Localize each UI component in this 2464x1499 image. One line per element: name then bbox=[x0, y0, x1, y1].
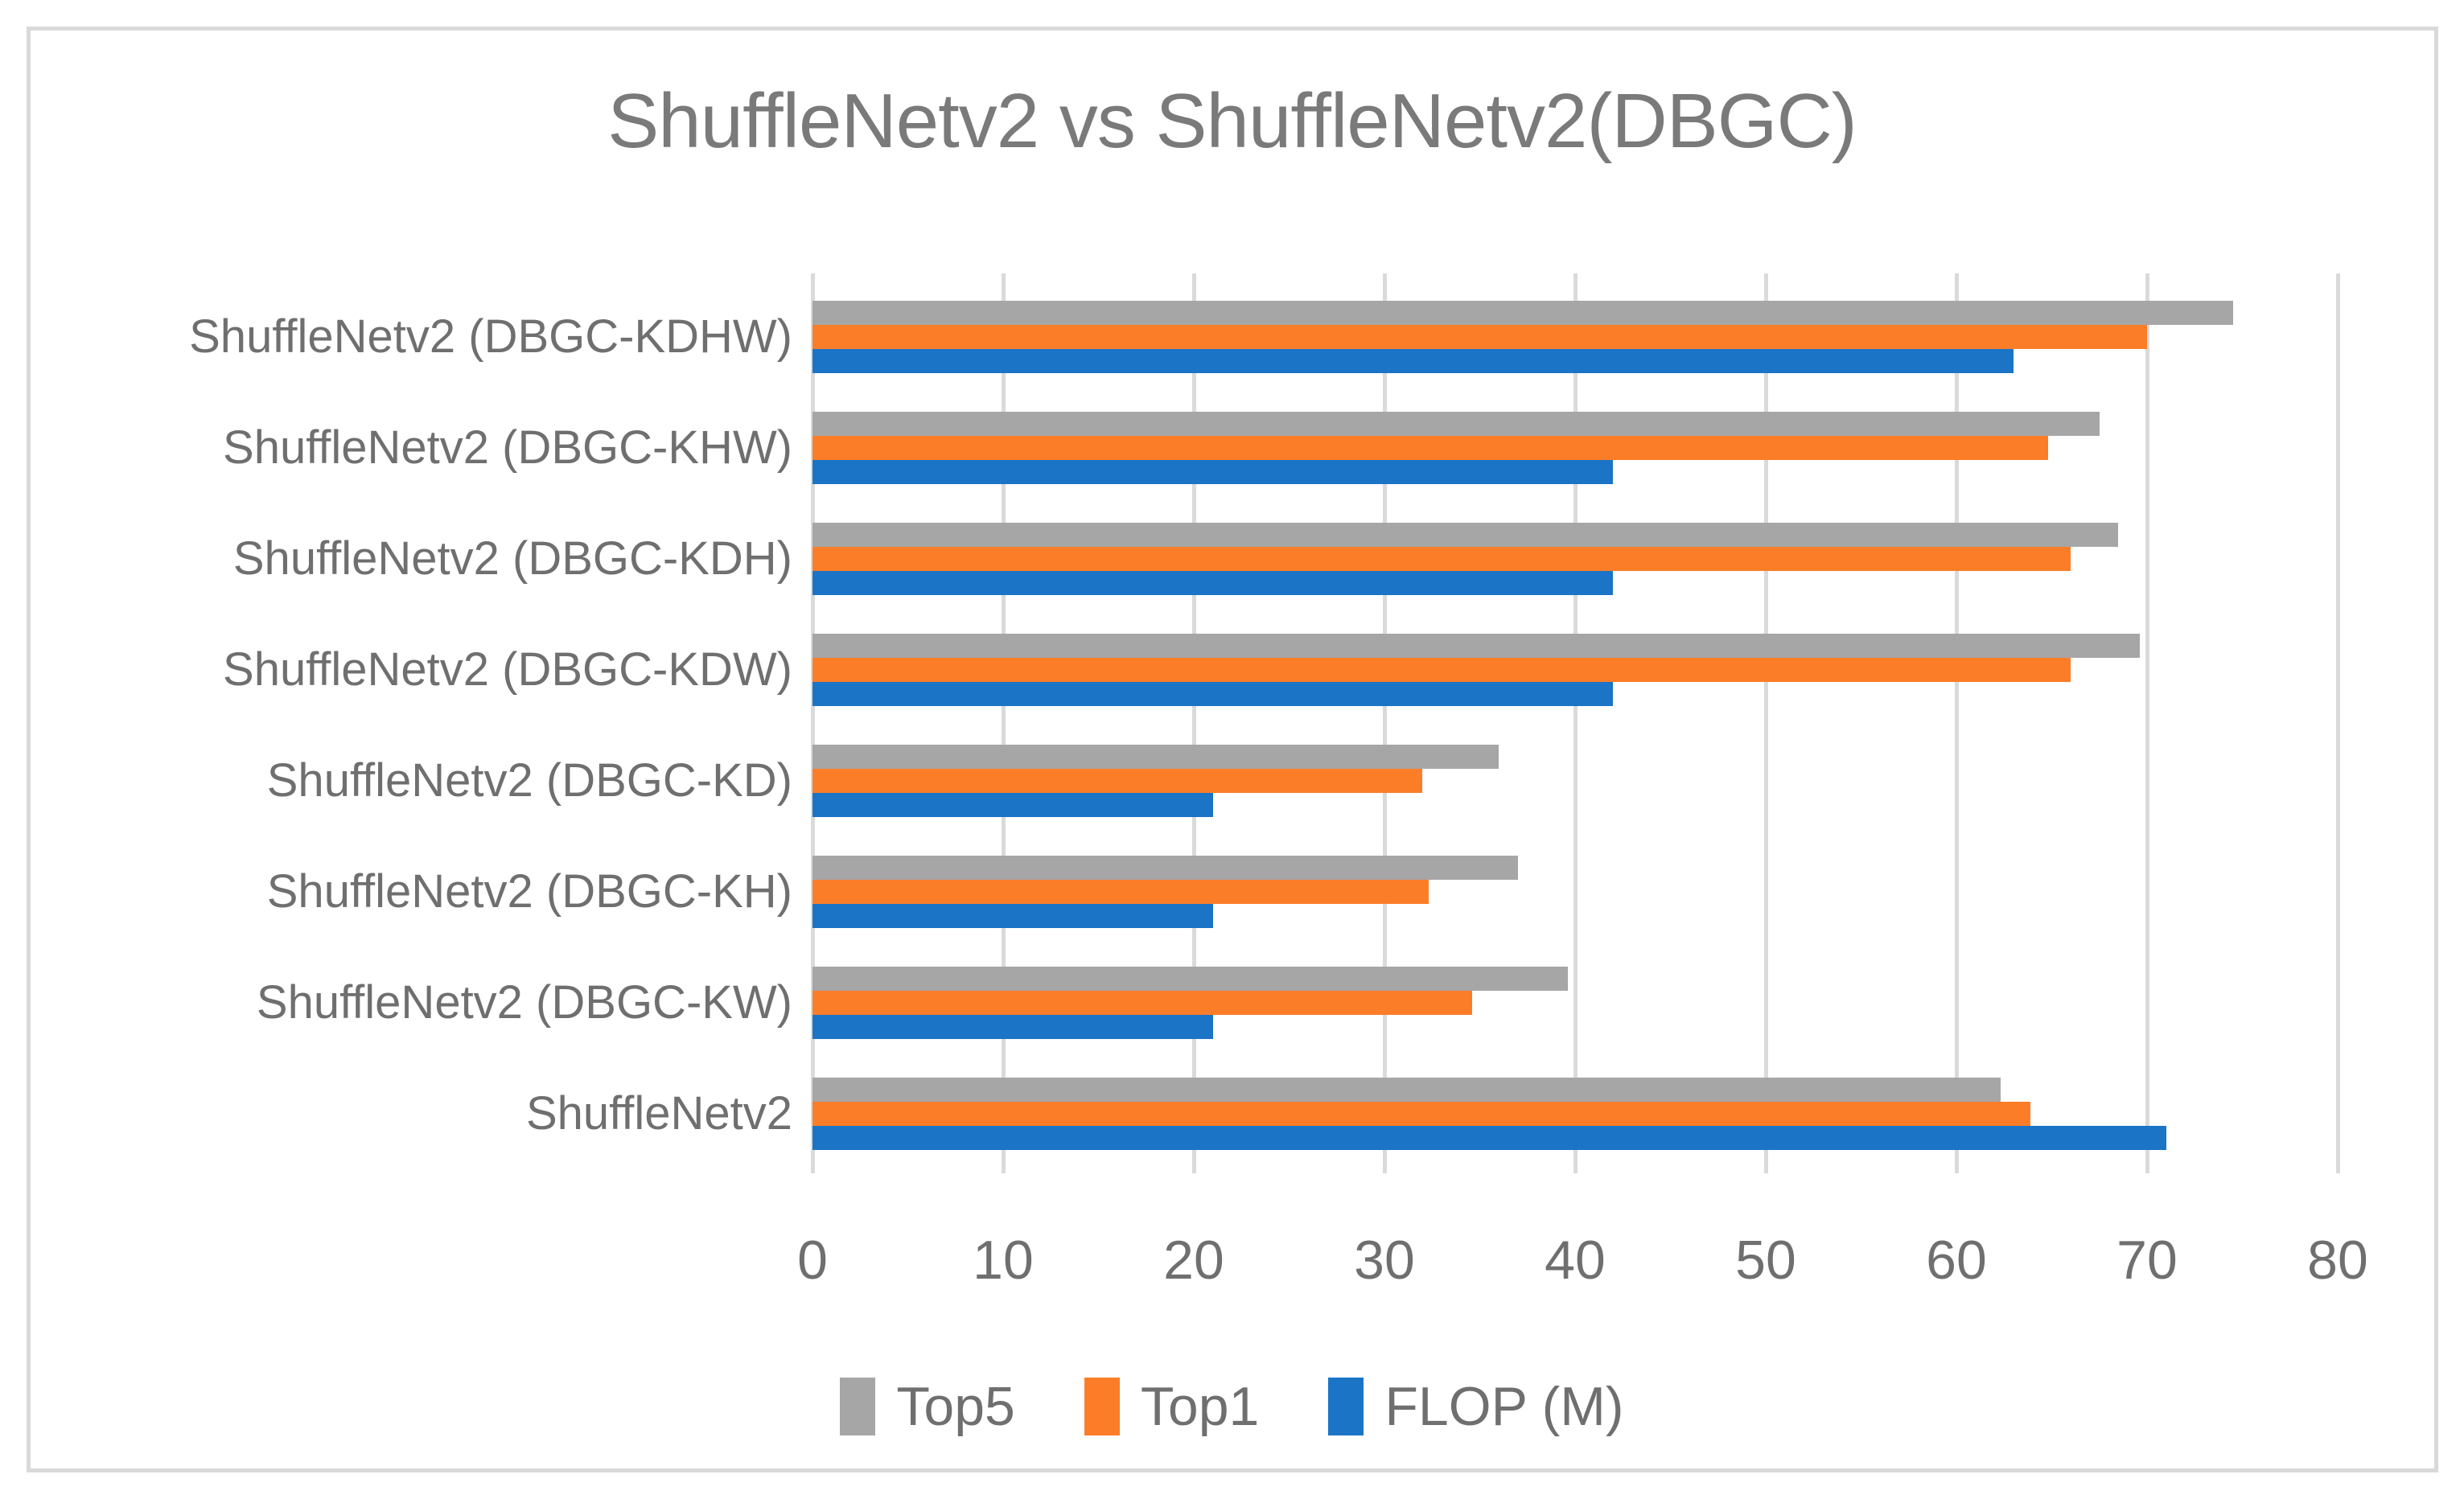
bar-flop-m bbox=[812, 904, 1213, 928]
bar-group bbox=[812, 828, 2338, 939]
category-axis: ShuffleNetv2 (DBGC-KDHW) ShuffleNetv2 (DB… bbox=[0, 273, 792, 1161]
bar-flop-m bbox=[812, 682, 1614, 706]
bar-group bbox=[812, 939, 2338, 1050]
bar-top1 bbox=[812, 547, 2071, 571]
category-label: ShuffleNetv2 (DBGC-KH) bbox=[266, 865, 792, 918]
chart-title: ShuffleNetv2 vs ShuffleNetv2(DBGC) bbox=[607, 78, 1857, 164]
legend-item-top1: Top1 bbox=[1084, 1375, 1259, 1438]
gridline bbox=[1573, 273, 1578, 1173]
bar-top5 bbox=[812, 412, 2100, 436]
bar-group bbox=[812, 495, 2338, 606]
gridline bbox=[2336, 273, 2340, 1173]
category-label: ShuffleNetv2 (DBGC-KHW) bbox=[223, 421, 792, 474]
category-label: ShuffleNetv2 (DBGC-KD) bbox=[266, 754, 792, 807]
x-tick-label: 60 bbox=[1926, 1230, 1987, 1291]
gridline bbox=[1383, 273, 1387, 1173]
bar-group bbox=[812, 384, 2338, 495]
chart-frame bbox=[27, 27, 2438, 1472]
plot-area bbox=[811, 273, 2340, 1173]
bar-top5 bbox=[812, 1078, 2001, 1102]
legend-swatch-top1-icon bbox=[1084, 1378, 1120, 1435]
x-tick-label: 70 bbox=[2116, 1230, 2178, 1291]
bar-flop-m bbox=[812, 349, 2014, 373]
legend-label: Top1 bbox=[1140, 1376, 1260, 1437]
bar-top5 bbox=[812, 967, 1568, 991]
value-axis: 0 10 20 30 40 50 60 70 80 bbox=[797, 1229, 2368, 1301]
x-tick-label: 80 bbox=[2307, 1230, 2368, 1291]
bar-flop-m bbox=[812, 1126, 2166, 1150]
legend: Top5 Top1 FLOP (M) bbox=[0, 1375, 2464, 1438]
x-tick-label: 50 bbox=[1735, 1230, 1796, 1291]
legend-item-flop-m: FLOP (M) bbox=[1328, 1375, 1624, 1438]
legend-item-top5: Top5 bbox=[840, 1375, 1015, 1438]
bar-flop-m bbox=[812, 571, 1614, 595]
gridline bbox=[1002, 273, 1006, 1173]
bar-top5 bbox=[812, 856, 1518, 880]
x-tick-label: 10 bbox=[973, 1230, 1034, 1291]
legend-label: Top5 bbox=[896, 1376, 1015, 1437]
gridline bbox=[1764, 273, 1768, 1173]
bar-top5 bbox=[812, 301, 2233, 325]
gridline bbox=[1192, 273, 1196, 1173]
bar-top1 bbox=[812, 658, 2071, 682]
category-label: ShuffleNetv2 bbox=[525, 1087, 792, 1140]
bar-top1 bbox=[812, 769, 1423, 793]
category-label: ShuffleNetv2 (DBGC-KW) bbox=[256, 976, 792, 1029]
legend-swatch-top5-icon bbox=[840, 1378, 876, 1435]
bar-top1 bbox=[812, 991, 1473, 1015]
bar-top1 bbox=[812, 880, 1429, 904]
bar-group bbox=[812, 606, 2338, 717]
bar-flop-m bbox=[812, 460, 1614, 484]
bar-top5 bbox=[812, 634, 2140, 658]
bar-group bbox=[812, 717, 2338, 828]
bar-flop-m bbox=[812, 1015, 1213, 1039]
bar-group bbox=[812, 273, 2338, 384]
gridline bbox=[2145, 273, 2149, 1173]
x-tick-label: 20 bbox=[1163, 1230, 1224, 1291]
bar-top1 bbox=[812, 325, 2147, 349]
bar-group bbox=[812, 1050, 2338, 1161]
bar-top5 bbox=[812, 523, 2119, 547]
legend-swatch-flop-m-icon bbox=[1328, 1378, 1364, 1435]
bar-flop-m bbox=[812, 793, 1213, 817]
gridline bbox=[811, 273, 815, 1173]
legend-label: FLOP (M) bbox=[1384, 1376, 1624, 1437]
category-label: ShuffleNetv2 (DBGC-KDHW) bbox=[189, 310, 792, 363]
bar-top5 bbox=[812, 745, 1499, 769]
x-tick-label: 40 bbox=[1545, 1230, 1606, 1291]
category-label: ShuffleNetv2 (DBGC-KDW) bbox=[223, 643, 792, 696]
bar-top1 bbox=[812, 1102, 2031, 1126]
bar-top1 bbox=[812, 436, 2048, 460]
category-label: ShuffleNetv2 (DBGC-KDH) bbox=[232, 532, 792, 585]
x-tick-label: 0 bbox=[797, 1230, 828, 1291]
x-tick-label: 30 bbox=[1354, 1230, 1415, 1291]
gridline bbox=[1955, 273, 1959, 1173]
